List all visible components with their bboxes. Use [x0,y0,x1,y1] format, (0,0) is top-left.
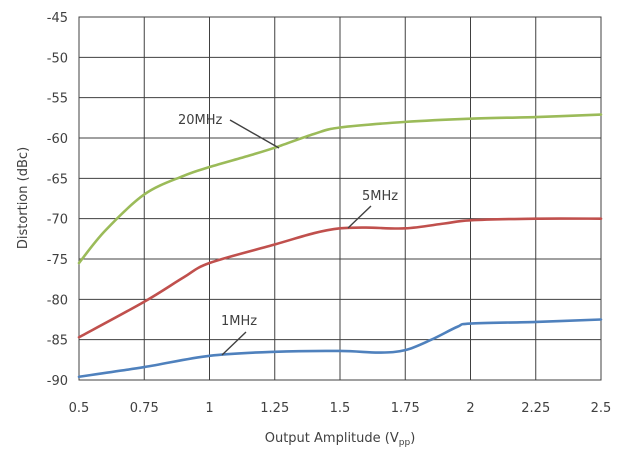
x-axis-title: Output Amplitude (Vpp) [265,431,416,448]
y-tick-label: -85 [47,334,68,349]
tick-label-layer: 0.5 0.75 1 1.25 1.5 1.75 2 2.25 2.5 -45 -50 -55 -60 -… [47,11,612,416]
x-tick-label: 1.5 [330,401,351,416]
x-axis-title-main: Output Amplitude (V [265,431,399,446]
y-tick-label: -80 [47,293,68,308]
annotation-label-5mhz: 5MHz [362,189,398,204]
annotation-layer: 20MHz 5MHz 1MHz [178,113,398,356]
x-tick-label: 0.75 [130,401,159,416]
y-tick-label: -75 [47,253,68,268]
series-line-20mhz [77,113,603,265]
series-layer [77,113,603,379]
y-tick-label: -60 [47,132,68,147]
annotation-label-20mhz: 20MHz [178,113,223,128]
annotation-leader-20mhz [229,119,280,149]
x-tick-label: 2.5 [591,401,612,416]
y-tick-label: -70 [47,213,68,228]
y-tick-label: -65 [47,172,68,187]
grid-layer [78,16,602,381]
y-axis-title: Distortion (dBc) [16,147,31,249]
plot-frame [78,16,602,381]
y-tick-label: -45 [47,11,68,26]
x-tick-label: 2.25 [521,401,550,416]
annotation-leader-5mhz [347,205,372,229]
y-tick-label: -55 [47,92,68,107]
x-tick-label: 0.5 [69,401,90,416]
x-axis-title-close: ) [410,431,415,446]
y-tick-label: -90 [47,374,68,389]
x-axis-title-subscript: pp [399,438,411,448]
x-tick-label: 2 [466,401,474,416]
annotation-label-1mhz: 1MHz [221,314,257,329]
x-tick-label: 1 [205,401,213,416]
x-tick-label: 1.75 [391,401,420,416]
series-line-5mhz [77,217,603,339]
annotation-leader-1mhz [221,331,247,356]
y-tick-label: -50 [47,51,68,66]
x-tick-label: 1.25 [260,401,289,416]
series-line-1mhz [77,318,603,379]
